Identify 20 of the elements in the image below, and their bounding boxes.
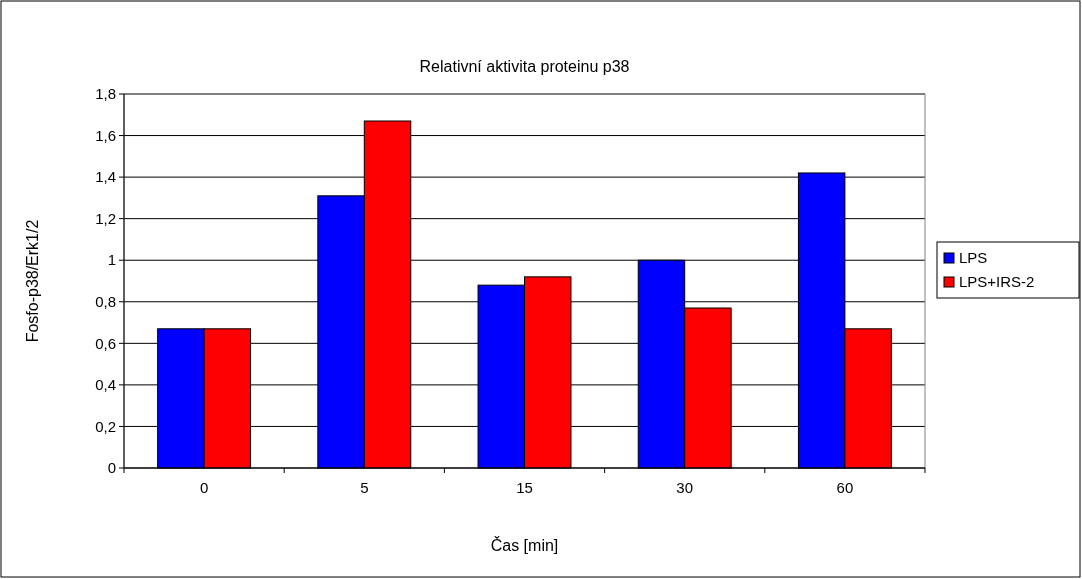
x-tick-label: 0 xyxy=(199,479,209,496)
x-tick-label: 30 xyxy=(676,479,694,496)
y-axis-title: Fosfo-p38/Erk1/2 xyxy=(24,219,41,343)
y-tick-label: 0,4 xyxy=(95,376,116,394)
x-tick-label: 15 xyxy=(516,479,533,496)
y-tick-label: 1,6 xyxy=(95,126,116,144)
y-tick-label: 1 xyxy=(107,251,116,269)
y-tick-label: 0,2 xyxy=(95,417,116,435)
x-tick-label: 5 xyxy=(360,479,369,496)
y-tick-label: 1,2 xyxy=(95,209,116,227)
chart-title: Relativní aktivita proteinu p38 xyxy=(419,58,630,75)
y-tick-label: 0,8 xyxy=(95,293,116,311)
y-tick-label: 1,8 xyxy=(95,85,116,103)
legend-label: LPS xyxy=(959,249,988,267)
y-tick-label: 1,4 xyxy=(95,168,116,186)
y-tick-label: 0 xyxy=(107,459,116,477)
legend-label: LPS+IRS-2 xyxy=(959,273,1035,291)
x-tick-label: 60 xyxy=(836,479,854,496)
y-tick-label: 0,6 xyxy=(95,334,116,352)
x-axis-title: Čas [min] xyxy=(490,536,559,554)
